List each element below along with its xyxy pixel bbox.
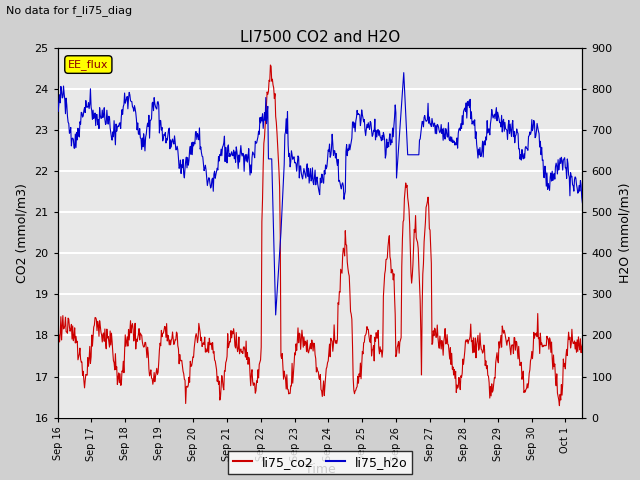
Title: LI7500 CO2 and H2O: LI7500 CO2 and H2O bbox=[240, 30, 400, 46]
Y-axis label: H2O (mmol/m3): H2O (mmol/m3) bbox=[618, 182, 631, 283]
Text: No data for f_li75_diag: No data for f_li75_diag bbox=[6, 5, 132, 16]
Text: EE_flux: EE_flux bbox=[68, 59, 109, 70]
Y-axis label: CO2 (mmol/m3): CO2 (mmol/m3) bbox=[16, 183, 29, 283]
Legend: li75_co2, li75_h2o: li75_co2, li75_h2o bbox=[228, 451, 412, 474]
X-axis label: Time: Time bbox=[305, 463, 335, 477]
